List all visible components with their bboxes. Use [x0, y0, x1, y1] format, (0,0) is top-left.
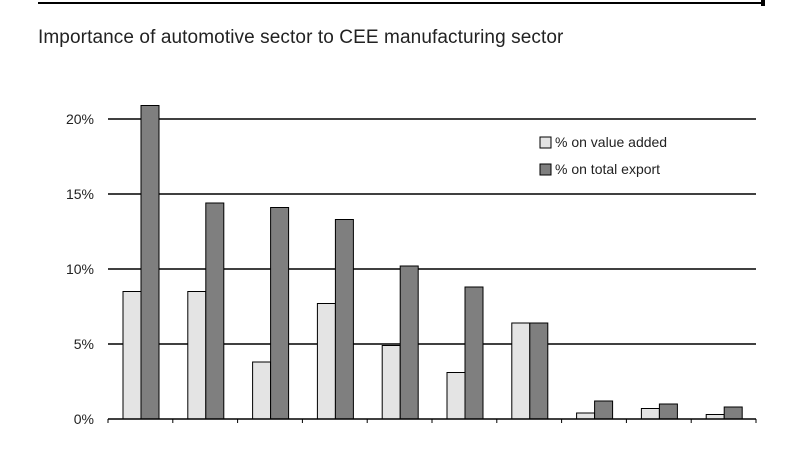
bar	[140, 105, 160, 420]
y-tick-label: 20%	[66, 111, 94, 127]
legend-label: % on total export	[555, 161, 660, 177]
legend: % on value added % on total export	[539, 134, 667, 177]
bar	[576, 412, 596, 420]
legend-swatch	[539, 136, 552, 149]
bar	[446, 372, 466, 420]
bar	[187, 291, 207, 420]
chart-title: Importance of automotive sector to CEE m…	[38, 27, 564, 48]
y-tick-label: 15%	[66, 186, 94, 202]
bar	[529, 322, 549, 420]
bar	[252, 361, 272, 420]
bar	[464, 286, 484, 420]
bars	[122, 105, 743, 420]
y-tick-label: 10%	[66, 261, 94, 277]
bar	[381, 345, 401, 420]
bar	[640, 408, 660, 420]
bar	[334, 219, 354, 420]
legend-label: % on value added	[555, 134, 667, 150]
bar	[511, 322, 531, 420]
top-rule	[38, 2, 764, 4]
axes	[107, 418, 757, 423]
y-tick-label: 5%	[74, 336, 94, 352]
bar	[205, 202, 225, 420]
y-tick-label: 0%	[74, 411, 94, 427]
bar	[399, 265, 419, 420]
bar	[122, 291, 142, 420]
bar	[316, 303, 336, 420]
top-rule-tick	[761, 0, 765, 6]
bar	[723, 406, 743, 420]
bar	[594, 400, 614, 420]
legend-swatch	[539, 163, 552, 176]
y-axis-ticks: 0% 5% 10% 15% 20%	[66, 111, 94, 427]
bar	[658, 403, 678, 420]
bar	[270, 207, 290, 420]
